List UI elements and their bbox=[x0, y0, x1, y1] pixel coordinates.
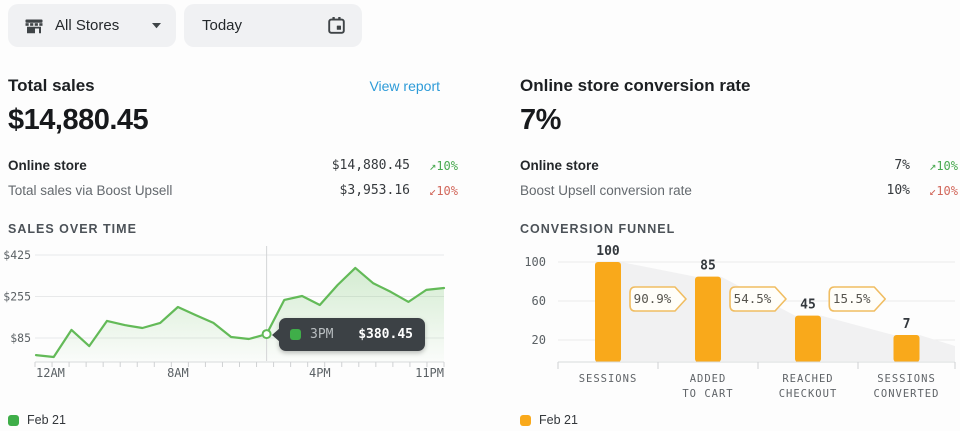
metric-value: 10% bbox=[886, 183, 910, 198]
svg-text:7: 7 bbox=[903, 317, 911, 332]
funnel-chart-legend: Feb 21 bbox=[520, 413, 578, 427]
store-selector-button[interactable]: All Stores bbox=[8, 4, 176, 47]
svg-text:100: 100 bbox=[524, 255, 546, 269]
date-range-label: Today bbox=[202, 17, 243, 34]
svg-text:REACHED: REACHED bbox=[782, 373, 833, 385]
svg-text:SESSIONS: SESSIONS bbox=[877, 373, 936, 385]
metric-label: Online store bbox=[520, 158, 599, 173]
svg-text:90.9%: 90.9% bbox=[634, 291, 672, 306]
tooltip-time: 3PM bbox=[310, 327, 334, 342]
svg-text:20: 20 bbox=[532, 333, 546, 347]
svg-text:100: 100 bbox=[596, 244, 620, 259]
svg-text:45: 45 bbox=[800, 298, 816, 313]
conversion-rate-value: 7% bbox=[520, 104, 561, 136]
metric-value: $3,953.16 bbox=[339, 183, 410, 198]
store-selector-label: All Stores bbox=[55, 17, 120, 34]
store-icon bbox=[24, 17, 44, 35]
svg-text:CONVERTED: CONVERTED bbox=[874, 388, 940, 400]
sales-over-time-chart[interactable]: $425 $255 $85 12AM 8AM 4PM 11PM bbox=[0, 240, 460, 380]
total-sales-value: $14,880.45 bbox=[8, 104, 149, 136]
metric-row-online-store: Online store $14,880.45 ↗10% bbox=[8, 153, 458, 178]
svg-text:$255: $255 bbox=[3, 289, 31, 303]
metric-label: Online store bbox=[8, 158, 87, 173]
metric-row-online-store-rate: Online store 7% ↗10% bbox=[520, 153, 958, 178]
conversion-funnel-chart[interactable]: 100 60 20 100 85 45 7 90.9% 54.5% 15.5% SESSIONS AD… bbox=[500, 240, 960, 402]
metric-value: $14,880.45 bbox=[331, 158, 410, 173]
svg-text:60: 60 bbox=[532, 294, 546, 308]
svg-text:TO CART: TO CART bbox=[682, 388, 733, 400]
svg-text:15.5%: 15.5% bbox=[833, 291, 871, 306]
tooltip-value: $380.45 bbox=[358, 327, 413, 342]
metric-row-boost-upsell-rate: Boost Upsell conversion rate 10% ↙10% bbox=[520, 178, 958, 203]
svg-text:ADDED: ADDED bbox=[690, 373, 727, 385]
metric-value: 7% bbox=[894, 158, 910, 173]
view-report-link[interactable]: View report bbox=[369, 78, 440, 94]
date-range-button[interactable]: Today bbox=[184, 4, 362, 47]
svg-text:54.5%: 54.5% bbox=[734, 291, 772, 306]
legend-swatch-green bbox=[8, 414, 19, 426]
legend-swatch-orange bbox=[520, 414, 531, 426]
svg-text:CHECKOUT: CHECKOUT bbox=[779, 388, 838, 400]
conversion-rate-title: Online store conversion rate bbox=[520, 76, 751, 95]
delta-badge: ↗10% bbox=[929, 158, 958, 173]
total-sales-breakdown: Online store $14,880.45 ↗10% Total sales… bbox=[8, 153, 458, 203]
svg-text:8AM: 8AM bbox=[167, 366, 189, 380]
svg-text:$85: $85 bbox=[10, 331, 31, 345]
sales-over-time-heading: SALES OVER TIME bbox=[8, 222, 137, 236]
metric-row-boost-upsell: Total sales via Boost Upsell $3,953.16 ↙… bbox=[8, 178, 458, 203]
chevron-down-icon bbox=[151, 22, 162, 29]
svg-text:12AM: 12AM bbox=[36, 366, 65, 380]
delta-badge: ↙10% bbox=[429, 183, 458, 198]
sales-chart-legend: Feb 21 bbox=[8, 413, 66, 427]
delta-badge: ↗10% bbox=[429, 158, 458, 173]
legend-label: Feb 21 bbox=[539, 413, 578, 427]
metric-label: Total sales via Boost Upsell bbox=[8, 183, 173, 198]
svg-text:4PM: 4PM bbox=[309, 366, 331, 380]
conversion-funnel-heading: CONVERSION FUNNEL bbox=[520, 222, 676, 236]
svg-text:SESSIONS: SESSIONS bbox=[579, 373, 638, 385]
chart-tooltip: 3PM $380.45 bbox=[272, 318, 425, 351]
total-sales-title: Total sales bbox=[8, 76, 95, 95]
svg-text:11PM: 11PM bbox=[415, 366, 444, 380]
metric-label: Boost Upsell conversion rate bbox=[520, 183, 692, 198]
conversion-breakdown: Online store 7% ↗10% Boost Upsell conver… bbox=[520, 153, 958, 203]
calendar-icon bbox=[327, 16, 346, 35]
legend-label: Feb 21 bbox=[27, 413, 66, 427]
delta-badge: ↙10% bbox=[929, 183, 958, 198]
series-swatch bbox=[290, 329, 301, 340]
svg-text:$425: $425 bbox=[3, 248, 31, 262]
svg-text:85: 85 bbox=[700, 259, 716, 274]
